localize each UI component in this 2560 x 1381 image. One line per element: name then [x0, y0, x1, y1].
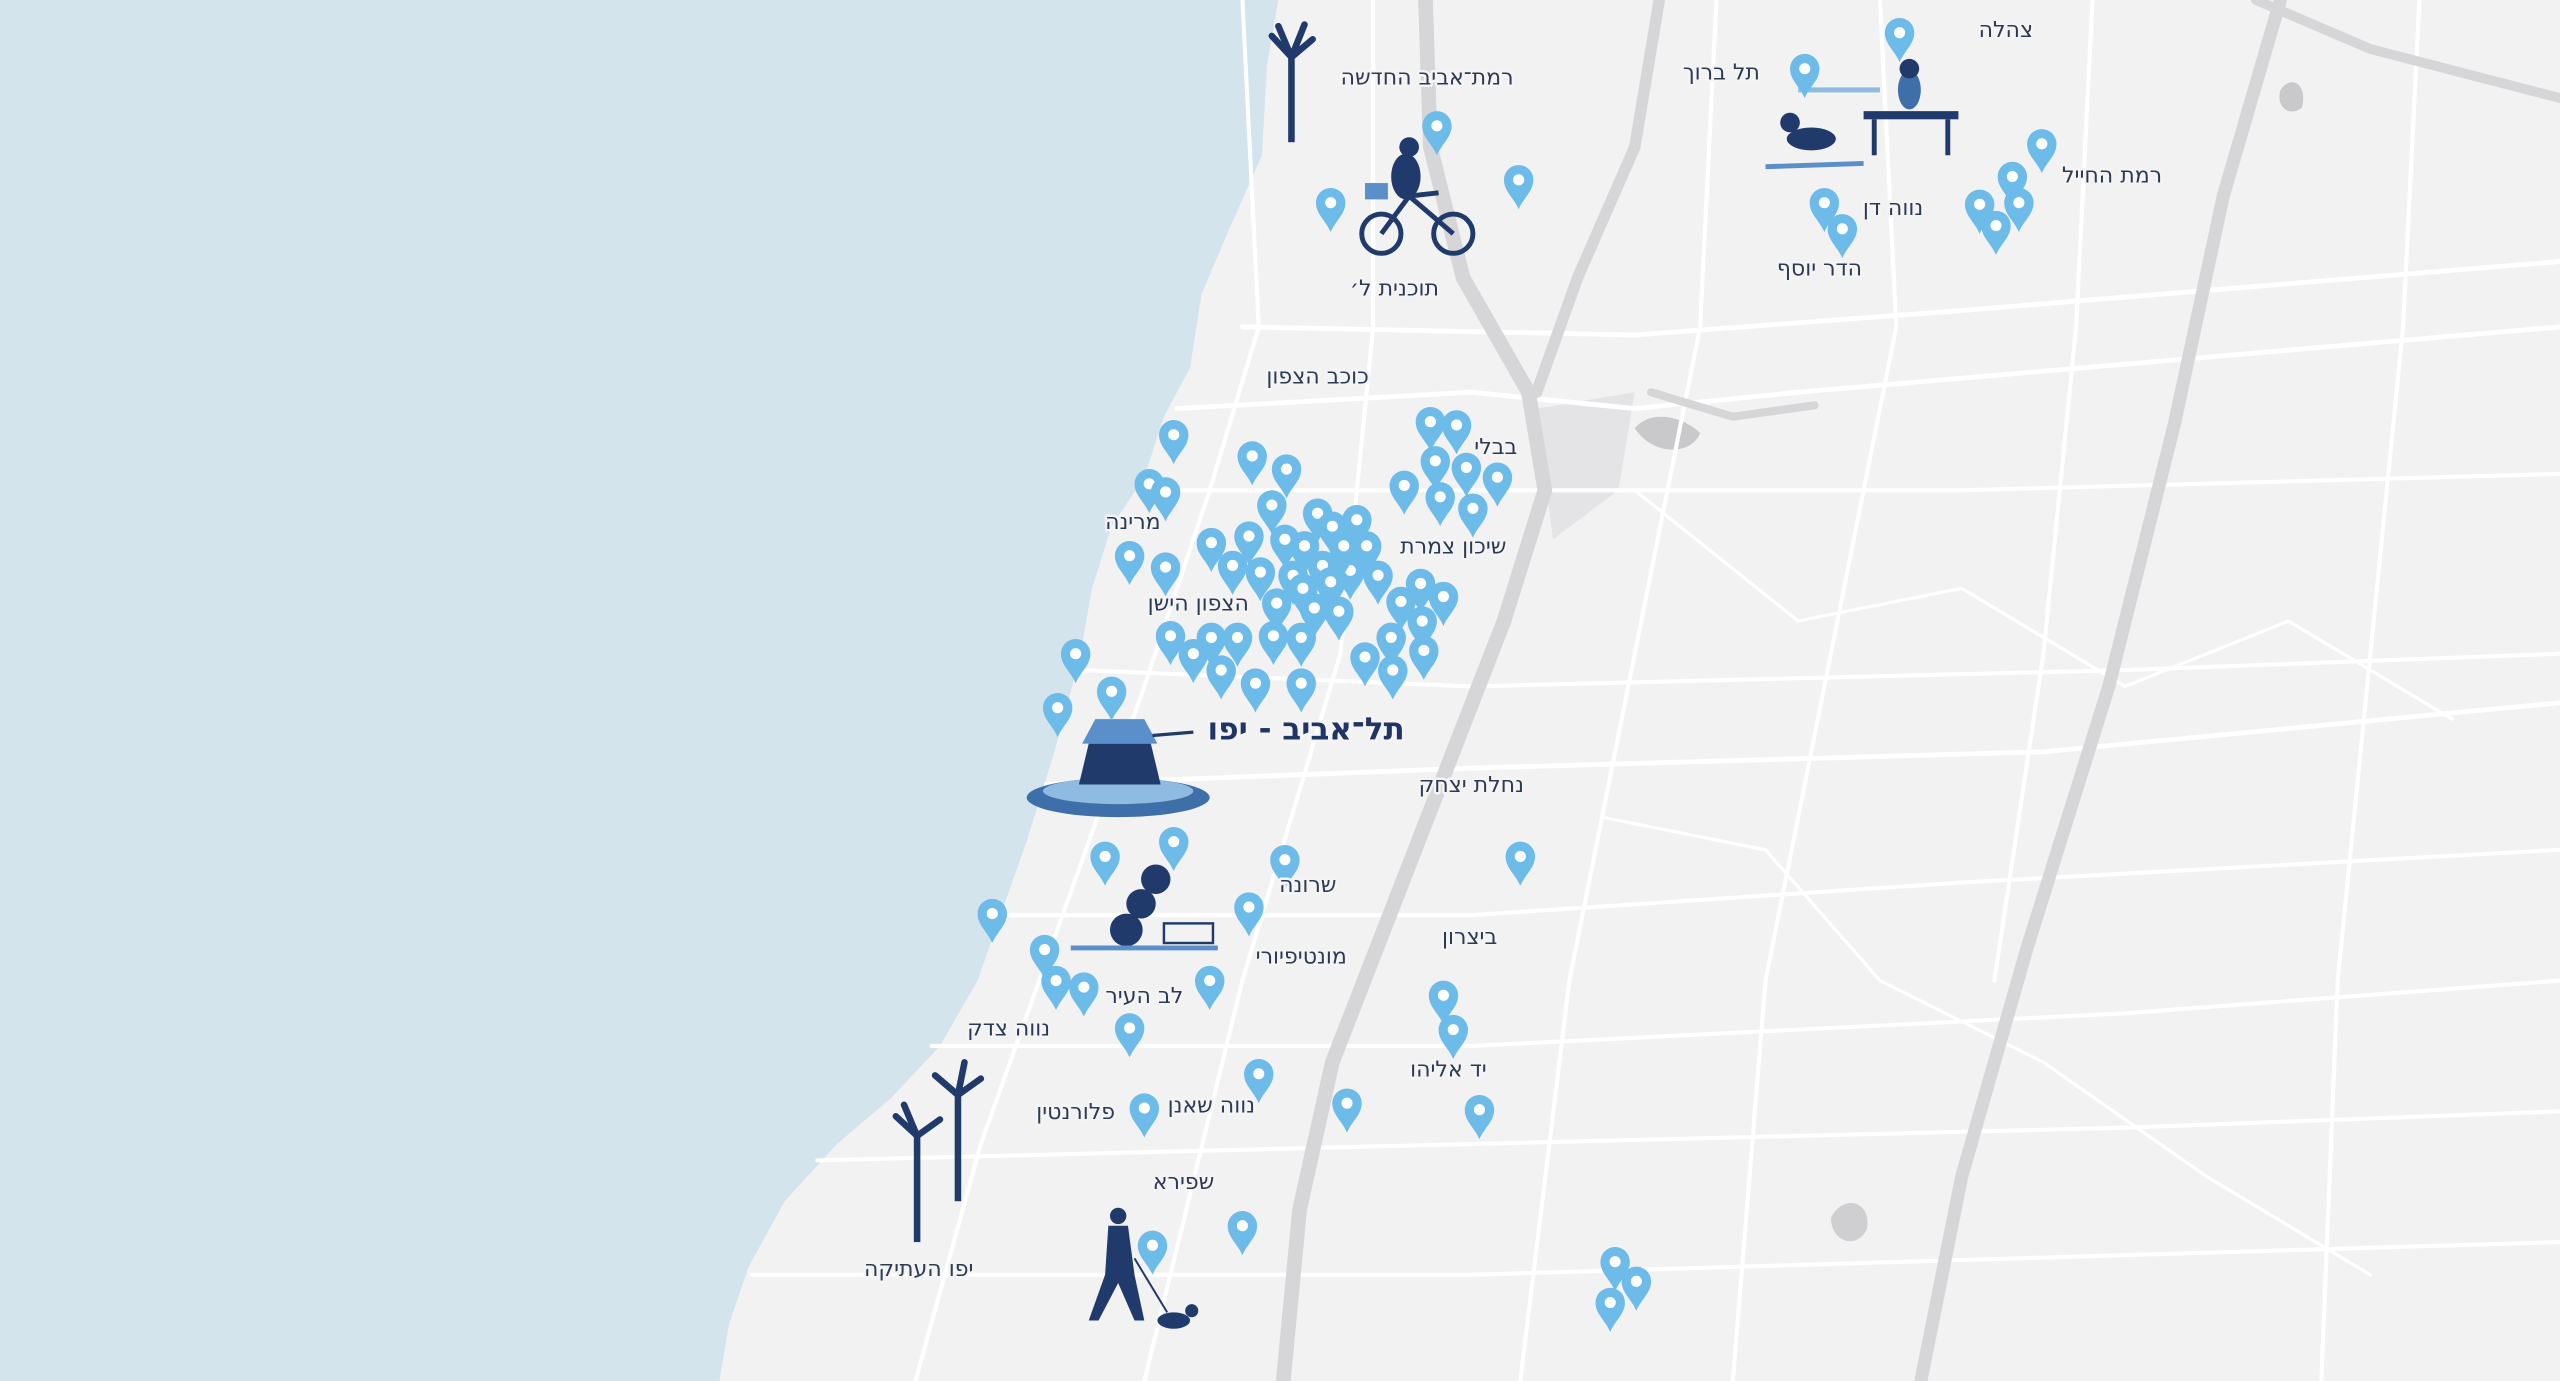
sea [0, 0, 1279, 1381]
neighborhood-label: יד אליהו [1410, 1057, 1487, 1082]
neighborhood-label: צהלה [1979, 18, 2033, 43]
labels: צהלה תל ברוך רמת־אביב החדשה רמת החייל נווה ד… [862, 16, 2165, 1285]
walker-with-dog [1088, 1207, 1199, 1329]
neighborhood-label: יפו העתיקה [864, 1257, 973, 1282]
neighborhood-label: מרינה [1105, 510, 1161, 535]
neighborhood-label: תוכנית ל׳ [1350, 276, 1439, 301]
neighborhood-label: כוכב הצפון [1266, 365, 1368, 390]
palm-tree [1268, 21, 1316, 143]
neighborhood-label: בבלי [1474, 435, 1517, 460]
neighborhood-label: שיכון צמרת [1400, 534, 1506, 559]
neighborhood-label: הדר יוסף [1777, 257, 1862, 282]
neighborhood-label: שרונה [1279, 873, 1336, 898]
neighborhood-label: תל ברוך [1683, 61, 1760, 86]
neighborhood-label: ביצרון [1442, 925, 1497, 950]
palm-trees [892, 1059, 985, 1243]
neighborhood-label: נחלת יצחק [1419, 773, 1524, 798]
neighborhood-label: רמת־אביב החדשה [1341, 65, 1514, 90]
neighborhood-label: הצפון הישן [1148, 592, 1249, 617]
parks [1536, 82, 2304, 1242]
fountain [1026, 719, 1210, 818]
illustrations [892, 21, 1959, 1329]
neighborhood-label: נווה דן [1863, 196, 1923, 221]
map-title: תל־אביב - יפו [1208, 712, 1405, 748]
neighborhood-label: רמת החייל [2062, 164, 2162, 189]
neighborhood-label: לב העיר [1105, 984, 1183, 1009]
cyclist [1359, 137, 1476, 256]
neighborhood-label: נווה צדק [967, 1017, 1050, 1042]
sculpture [1070, 864, 1218, 951]
streets [749, 0, 2560, 1381]
neighborhood-label: מונטיפיורי [1256, 945, 1347, 970]
neighborhood-label: שפירא [1153, 1170, 1215, 1195]
neighborhood-label: נווה שאנן [1168, 1093, 1255, 1118]
bench-with-dog [1765, 58, 1959, 170]
neighborhood-label: פלורנטין [1036, 1100, 1115, 1125]
